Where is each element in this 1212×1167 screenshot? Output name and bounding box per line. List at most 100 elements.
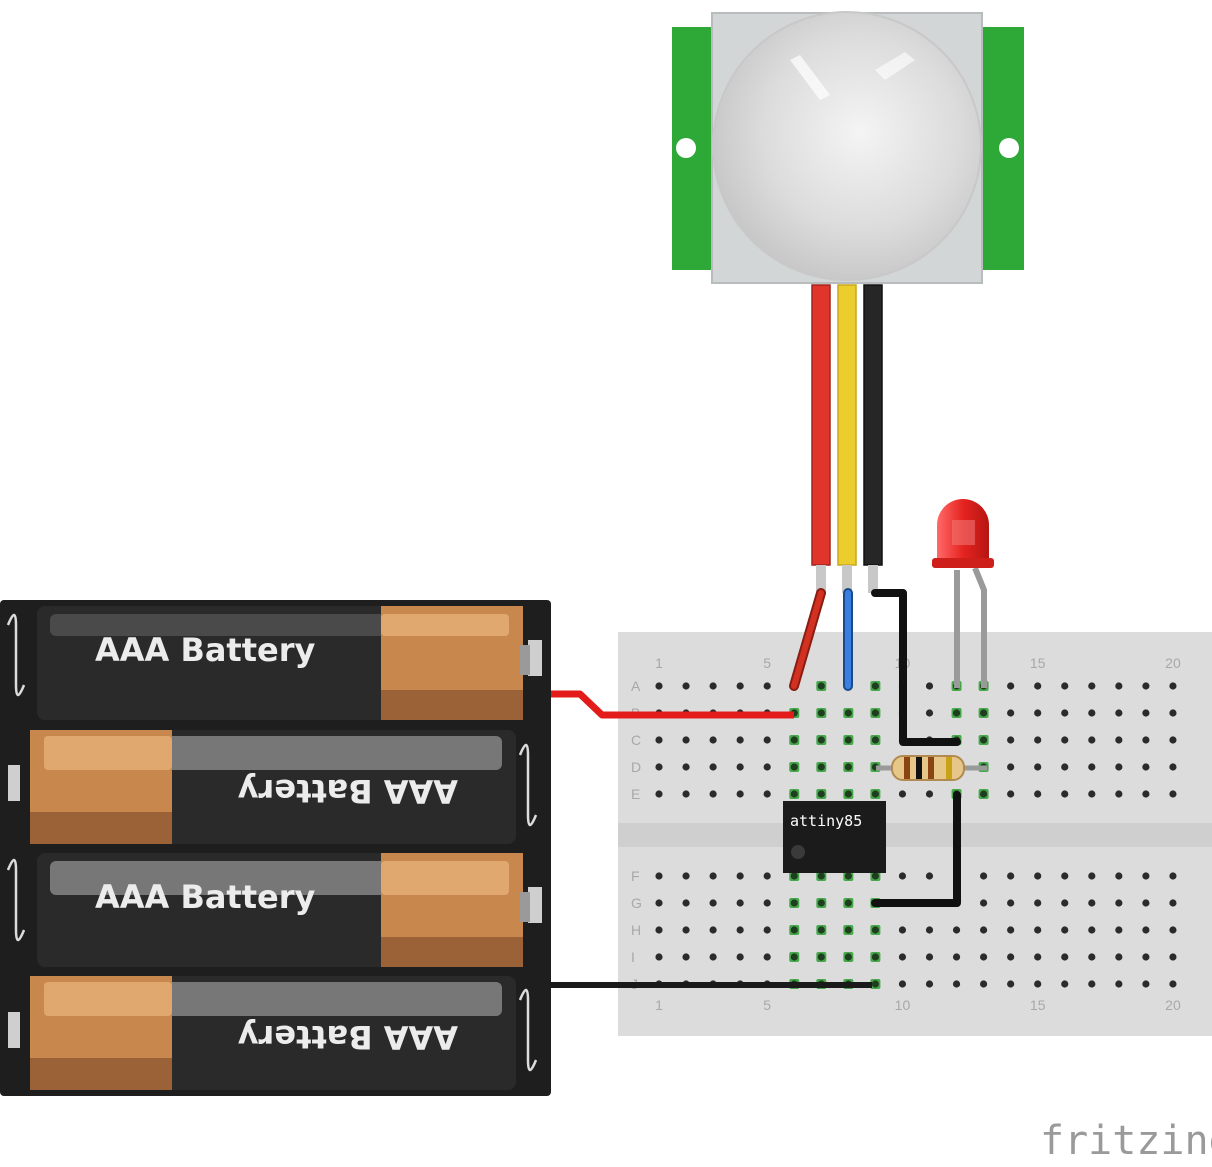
breadboard-hole[interactable] [817, 926, 825, 934]
breadboard-hole[interactable] [1142, 682, 1150, 690]
breadboard-hole[interactable] [790, 953, 798, 961]
breadboard-hole[interactable] [817, 709, 825, 717]
breadboard-hole[interactable] [1034, 790, 1042, 798]
breadboard-hole[interactable] [952, 926, 961, 934]
breadboard-hole[interactable] [655, 953, 663, 961]
breadboard-hole[interactable] [844, 953, 852, 961]
breadboard-hole[interactable] [980, 980, 988, 988]
breadboard-hole[interactable] [1115, 790, 1123, 798]
breadboard-hole[interactable] [1034, 953, 1042, 961]
breadboard-hole[interactable] [898, 980, 907, 988]
breadboard-hole[interactable] [1061, 899, 1069, 907]
breadboard-hole[interactable] [1061, 790, 1069, 798]
breadboard-hole[interactable] [1007, 872, 1015, 880]
breadboard-hole[interactable] [790, 790, 798, 798]
breadboard-hole[interactable] [790, 872, 798, 880]
breadboard-hole[interactable] [1007, 709, 1015, 717]
breadboard-hole[interactable] [1061, 682, 1069, 690]
breadboard-hole[interactable] [1142, 980, 1150, 988]
breadboard-hole[interactable] [871, 709, 880, 717]
breadboard-hole[interactable] [898, 953, 907, 961]
breadboard-hole[interactable] [1115, 980, 1123, 988]
breadboard-hole[interactable] [790, 763, 798, 771]
breadboard-hole[interactable] [1007, 926, 1015, 934]
breadboard-hole[interactable] [1115, 682, 1123, 690]
breadboard-hole[interactable] [655, 682, 663, 690]
breadboard-hole[interactable] [1142, 709, 1150, 717]
breadboard-hole[interactable] [844, 899, 852, 907]
breadboard-hole[interactable] [763, 682, 771, 690]
breadboard-hole[interactable] [1115, 872, 1123, 880]
breadboard-hole[interactable] [682, 899, 690, 907]
breadboard-hole[interactable] [817, 953, 825, 961]
breadboard-hole[interactable] [817, 736, 825, 744]
breadboard-hole[interactable] [736, 872, 744, 880]
breadboard-hole[interactable] [817, 763, 825, 771]
breadboard-hole[interactable] [682, 790, 690, 798]
breadboard-hole[interactable] [1007, 790, 1015, 798]
breadboard-hole[interactable] [925, 709, 934, 717]
breadboard-hole[interactable] [709, 790, 717, 798]
breadboard-hole[interactable] [844, 709, 852, 717]
breadboard-hole[interactable] [1169, 709, 1177, 717]
breadboard-hole[interactable] [817, 899, 825, 907]
breadboard-hole[interactable] [736, 926, 744, 934]
breadboard-hole[interactable] [1115, 763, 1123, 771]
breadboard-hole[interactable] [1034, 736, 1042, 744]
breadboard-hole[interactable] [1007, 736, 1015, 744]
breadboard-hole[interactable] [952, 709, 961, 717]
breadboard-hole[interactable] [925, 872, 934, 880]
breadboard-hole[interactable] [709, 899, 717, 907]
breadboard-hole[interactable] [1007, 953, 1015, 961]
breadboard-hole[interactable] [925, 953, 934, 961]
breadboard-hole[interactable] [817, 872, 825, 880]
breadboard-hole[interactable] [980, 736, 988, 744]
breadboard-hole[interactable] [736, 682, 744, 690]
breadboard-hole[interactable] [1142, 872, 1150, 880]
breadboard-hole[interactable] [980, 709, 988, 717]
breadboard-hole[interactable] [1088, 899, 1096, 907]
breadboard-hole[interactable] [655, 899, 663, 907]
breadboard-hole[interactable] [898, 790, 907, 798]
breadboard-hole[interactable] [844, 736, 852, 744]
breadboard-hole[interactable] [871, 953, 880, 961]
breadboard-hole[interactable] [1088, 926, 1096, 934]
breadboard-hole[interactable] [1169, 953, 1177, 961]
breadboard-hole[interactable] [925, 790, 934, 798]
breadboard-hole[interactable] [1007, 763, 1015, 771]
breadboard-hole[interactable] [682, 872, 690, 880]
breadboard-hole[interactable] [952, 980, 961, 988]
breadboard-hole[interactable] [817, 790, 825, 798]
breadboard-hole[interactable] [1169, 872, 1177, 880]
breadboard-hole[interactable] [1034, 709, 1042, 717]
breadboard-hole[interactable] [1169, 763, 1177, 771]
breadboard-hole[interactable] [1034, 872, 1042, 880]
breadboard-hole[interactable] [844, 872, 852, 880]
breadboard-hole[interactable] [1088, 682, 1096, 690]
breadboard-hole[interactable] [1088, 953, 1096, 961]
breadboard-hole[interactable] [763, 926, 771, 934]
breadboard-hole[interactable] [682, 953, 690, 961]
breadboard-hole[interactable] [1007, 682, 1015, 690]
breadboard-hole[interactable] [682, 926, 690, 934]
breadboard-hole[interactable] [1169, 899, 1177, 907]
breadboard-hole[interactable] [1142, 926, 1150, 934]
breadboard-hole[interactable] [709, 736, 717, 744]
breadboard-hole[interactable] [709, 926, 717, 934]
breadboard-hole[interactable] [871, 872, 880, 880]
breadboard-hole[interactable] [1034, 926, 1042, 934]
breadboard-hole[interactable] [763, 953, 771, 961]
breadboard-hole[interactable] [1088, 872, 1096, 880]
breadboard-hole[interactable] [844, 763, 852, 771]
breadboard-hole[interactable] [871, 682, 880, 690]
breadboard-hole[interactable] [871, 926, 880, 934]
wire-black-chip-led[interactable] [871, 791, 961, 907]
breadboard-hole[interactable] [925, 682, 934, 690]
breadboard-hole[interactable] [1088, 709, 1096, 717]
breadboard-hole[interactable] [1115, 926, 1123, 934]
breadboard-hole[interactable] [980, 899, 988, 907]
breadboard-hole[interactable] [1142, 763, 1150, 771]
breadboard-hole[interactable] [844, 790, 852, 798]
breadboard-hole[interactable] [1142, 899, 1150, 907]
breadboard-hole[interactable] [844, 926, 852, 934]
